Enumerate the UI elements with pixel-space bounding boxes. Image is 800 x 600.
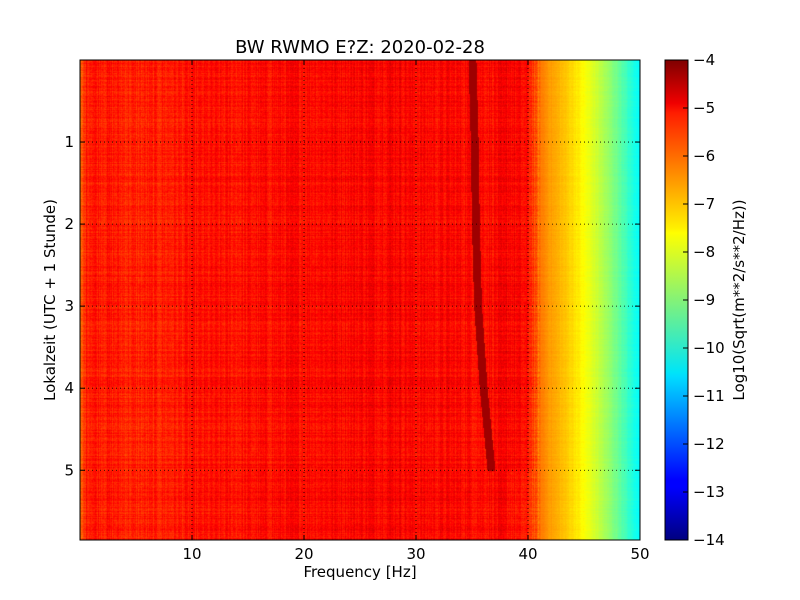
colorbar-label: Log10(Sqrt(m**2/s**2/Hz)) (730, 199, 748, 400)
x-axis: 10 20 30 40 50 (182, 60, 650, 563)
x-axis-label: Frequency [Hz] (303, 563, 416, 581)
colorbar-tick-label: −7 (693, 195, 715, 213)
x-tick-label: 20 (294, 545, 313, 563)
y-tick-label: 1 (64, 133, 74, 151)
colorbar-tick-label: −4 (693, 51, 715, 69)
x-tick-label: 10 (182, 545, 201, 563)
x-tick-label: 30 (406, 545, 425, 563)
colorbar-tick-label: −8 (693, 243, 715, 261)
x-tick-label: 50 (630, 545, 649, 563)
colorbar-axis: −4 −5 −6 −7 −8 −9 −10 −11 −12 −13 −14 (683, 51, 725, 549)
y-axis-label: Lokalzeit (UTC + 1 Stunde) (41, 199, 59, 401)
colorbar-tick-label: −14 (693, 531, 725, 549)
y-tick-label: 4 (64, 379, 74, 397)
y-tick-label: 5 (64, 461, 74, 479)
colorbar-tick-label: −5 (693, 99, 715, 117)
x-tick-label: 40 (518, 545, 537, 563)
colorbar-tick-label: −13 (693, 483, 725, 501)
y-axis: 1 2 3 4 5 (64, 133, 640, 479)
plot-frame (79, 59, 641, 541)
colorbar-tick-label: −12 (693, 435, 725, 453)
colorbar-tick-label: −10 (693, 339, 725, 357)
heatmap-image (80, 60, 640, 540)
chart-title: BW RWMO E?Z: 2020-02-28 (235, 37, 485, 58)
heatmap-area (80, 60, 640, 540)
colorbar-tick-label: −9 (693, 291, 715, 309)
colorbar-tick-label: −6 (693, 147, 715, 165)
y-tick-label: 3 (64, 297, 74, 315)
colorbar-tick-label: −11 (693, 387, 725, 405)
y-tick-label: 2 (64, 215, 74, 233)
